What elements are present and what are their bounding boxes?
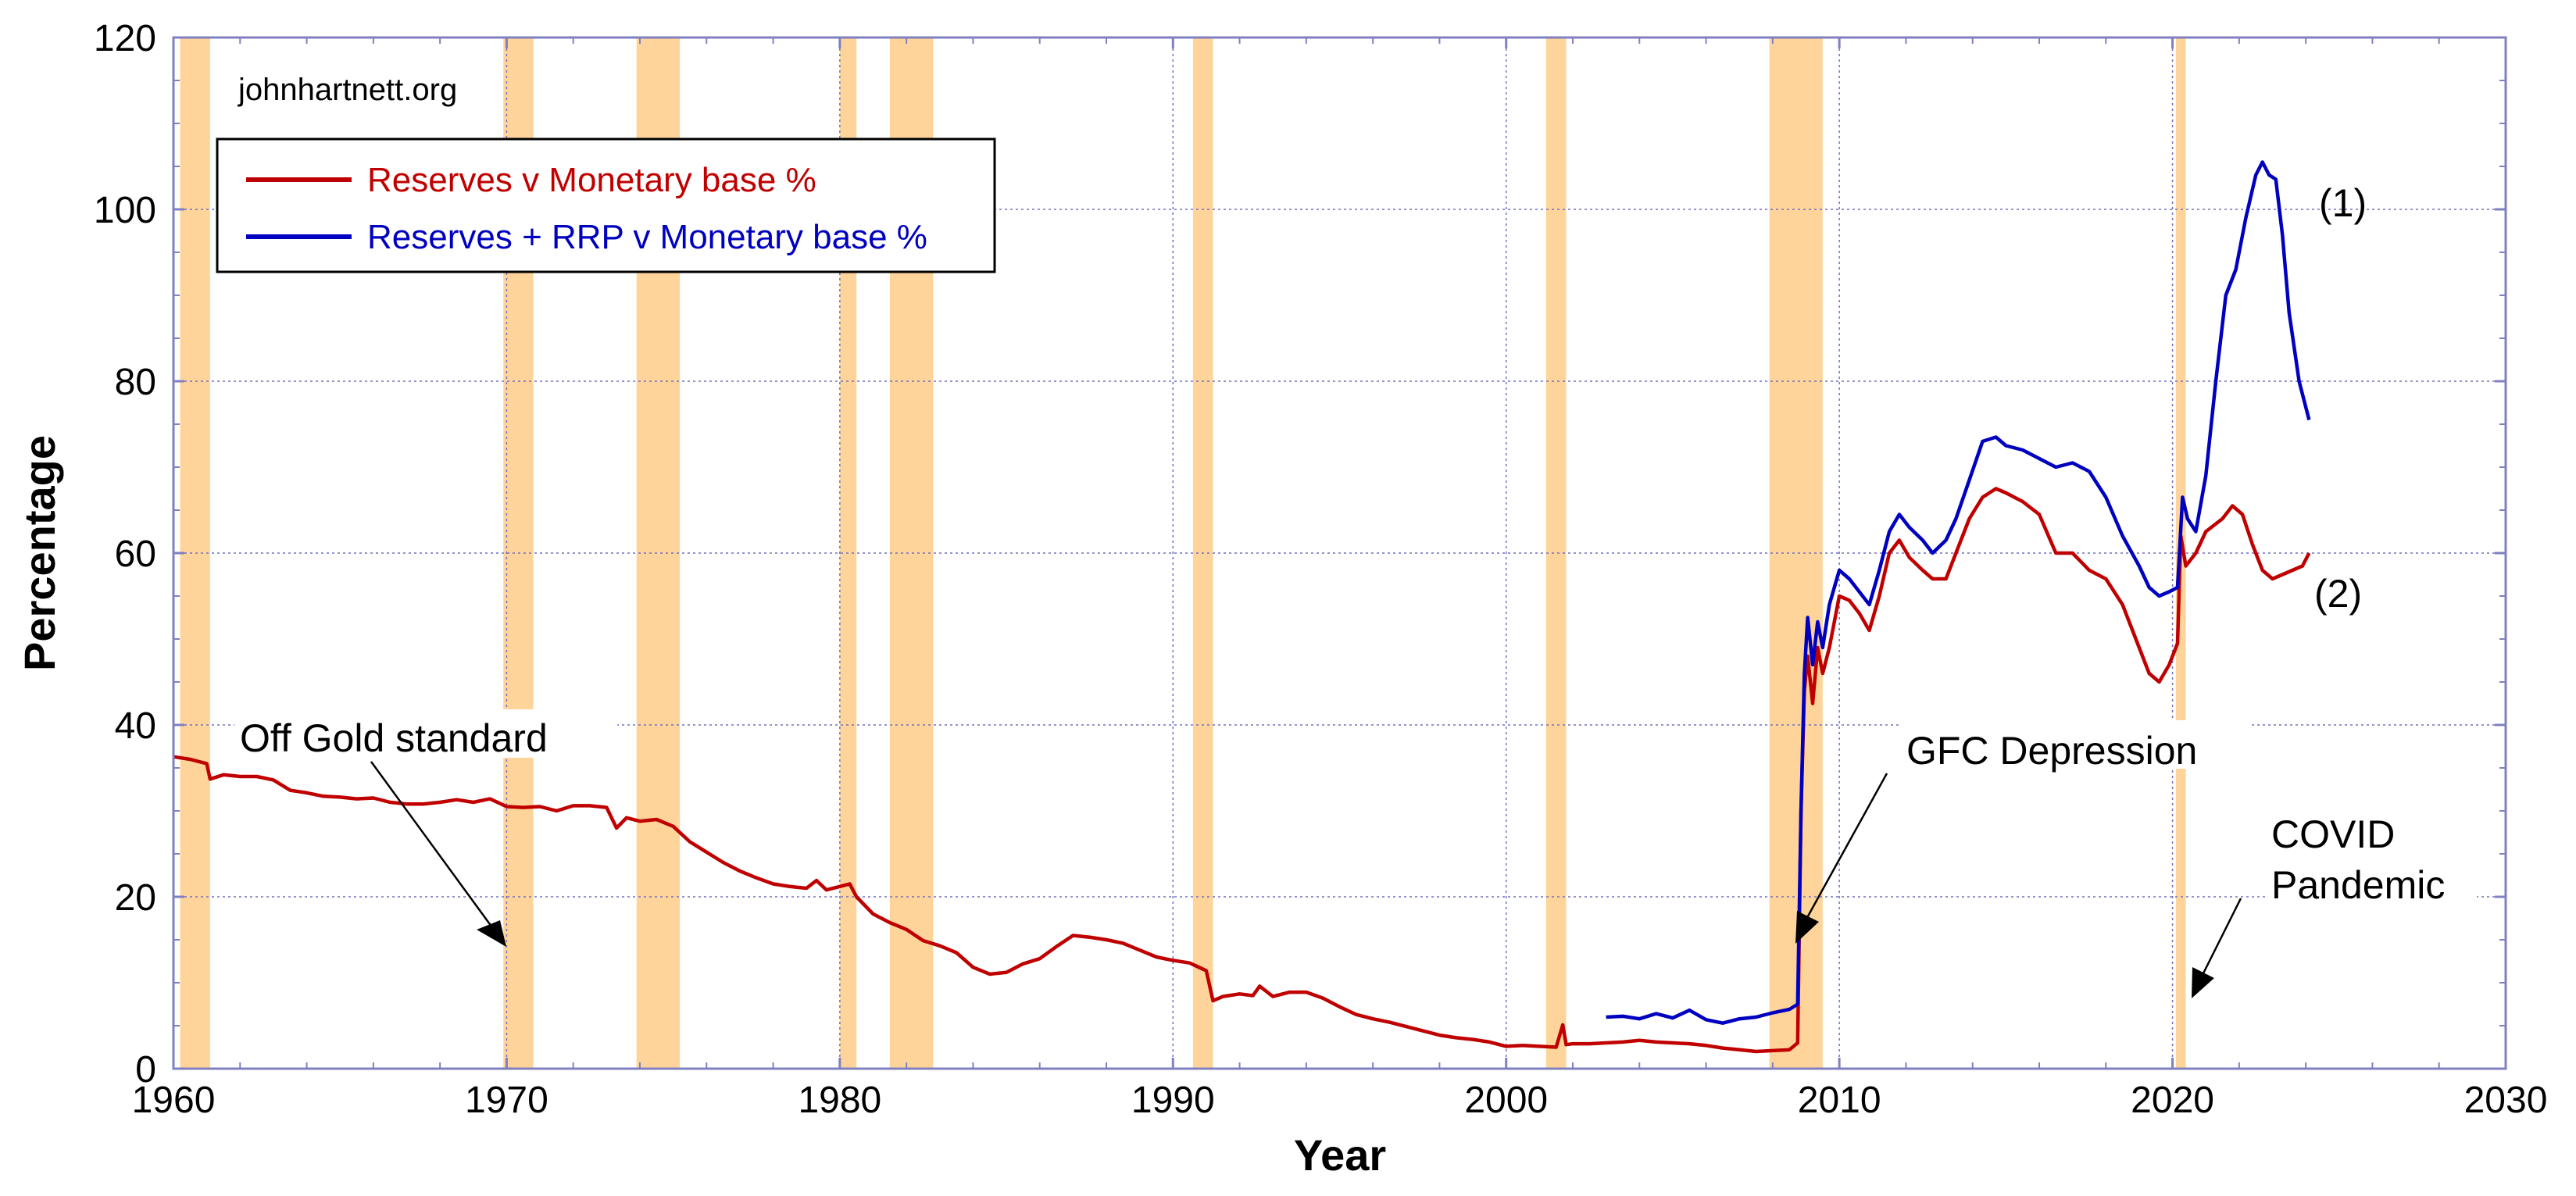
annotation-gfc: GFC Depression [1906,729,2197,773]
arrow-gfc-head [1795,911,1819,944]
watermark-text: johnhartnett.org [238,73,457,107]
y-tick-label: 80 [115,362,156,403]
x-tick-label: 1960 [132,1080,216,1121]
x-tick-label: 1980 [798,1080,881,1121]
y-tick-label: 0 [135,1049,156,1091]
arrow-gfc-shaft [1803,773,1888,923]
legend-box [216,137,996,273]
x-tick-label: 1970 [465,1080,548,1121]
x-tick-label: 2030 [2464,1080,2548,1121]
arrow-off-gold-head [477,920,506,947]
y-tick-label: 100 [94,190,156,231]
annotation-bg-covid [2266,809,2477,909]
annotation-bg-off-gold [234,709,617,758]
series-line-reserves [173,487,2311,1054]
annotation-off-gold: Off Gold standard [240,716,548,760]
y-tick-label: 20 [115,877,156,919]
legend: Reserves v Monetary base % Reserves + RR… [216,137,996,273]
y-tick-label: 60 [115,534,156,575]
x-axis-title: Year [1294,1130,1386,1180]
annotation-pandemic: Pandemic [2271,863,2445,907]
y-tick-label: 120 [94,18,156,59]
y-tick-label: 40 [115,705,156,747]
arrow-covid-head [2192,967,2214,998]
annotation-series-1: (1) [2319,181,2367,225]
annotation-covid: COVID [2271,812,2395,856]
x-tick-label: 1990 [1131,1080,1215,1121]
annotation-series-2: (2) [2314,572,2362,616]
x-tick-label: 2010 [1798,1080,1881,1121]
series-line-reserves-rrp [1606,160,2311,1025]
series-lines [173,160,2311,1054]
ticks: 1960 1970 1980 1990 2000 2010 2020 2030 0 20 40 60 8… [94,18,2547,1121]
x-tick-label: 2000 [1464,1080,1548,1121]
annotation-arrows [370,761,2242,998]
legend-label-reserves-rrp: Reserves + RRP v Monetary base % [367,218,927,256]
x-tick-label: 2020 [2131,1080,2214,1121]
legend-label-reserves: Reserves v Monetary base % [367,161,816,199]
arrow-off-gold-shaft [370,761,495,930]
y-axis-title: Percentage [15,435,64,671]
annotation-bg-gfc [1900,720,2252,769]
arrow-covid-shaft [2200,898,2242,977]
